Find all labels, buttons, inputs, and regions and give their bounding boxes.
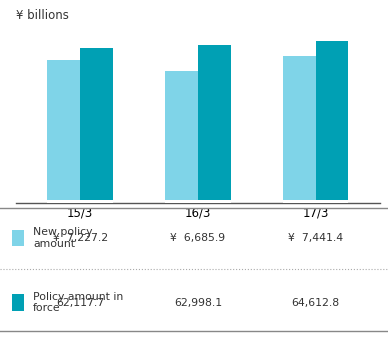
Bar xyxy=(80,200,113,203)
Bar xyxy=(282,200,315,203)
Text: 62,998.1: 62,998.1 xyxy=(174,297,222,308)
Text: ¥ billions: ¥ billions xyxy=(16,9,68,22)
Bar xyxy=(315,41,348,203)
Bar xyxy=(47,200,80,203)
Text: ¥  7,227.2: ¥ 7,227.2 xyxy=(53,233,108,243)
Text: 64,612.8: 64,612.8 xyxy=(291,297,340,308)
Bar xyxy=(198,200,231,203)
Bar xyxy=(282,56,315,203)
Bar xyxy=(315,200,348,203)
Bar xyxy=(80,48,113,203)
Bar xyxy=(165,71,198,203)
Text: Policy amount in
force: Policy amount in force xyxy=(33,292,123,313)
Bar xyxy=(198,45,231,203)
Text: ¥  6,685.9: ¥ 6,685.9 xyxy=(170,233,225,243)
Text: New policy
amount: New policy amount xyxy=(33,227,92,249)
Text: 62,117.7: 62,117.7 xyxy=(56,297,104,308)
Bar xyxy=(165,200,198,203)
Text: ¥  7,441.4: ¥ 7,441.4 xyxy=(288,233,343,243)
Bar xyxy=(47,61,80,203)
